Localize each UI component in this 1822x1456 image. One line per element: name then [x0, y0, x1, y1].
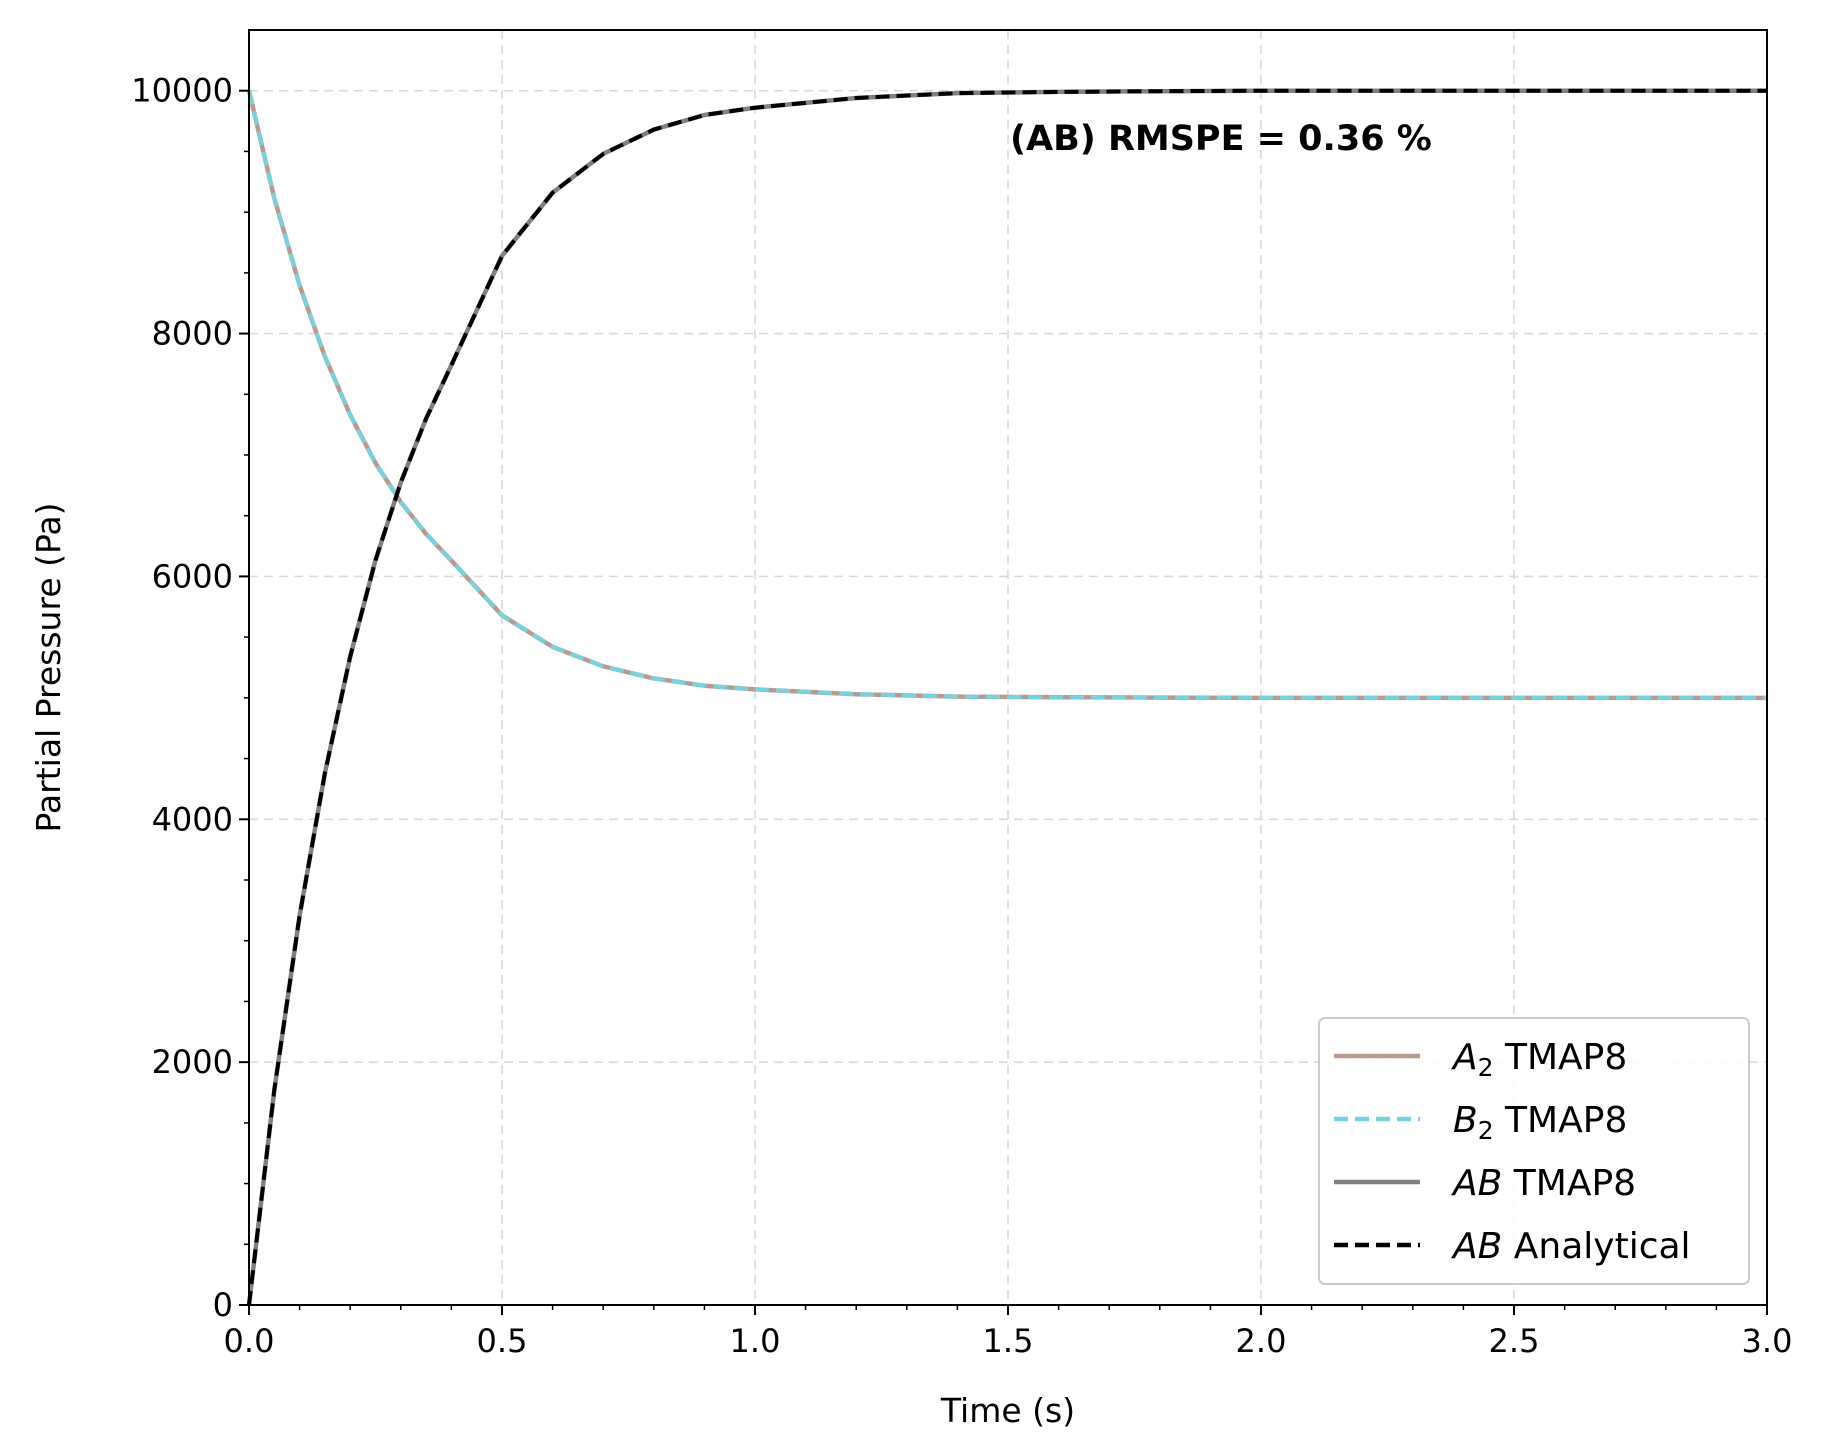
legend-box — [1318, 1017, 1750, 1285]
x-tick-label: 1.5 — [983, 1322, 1034, 1360]
rmspe-annotation: (AB) RMSPE = 0.36 % — [1010, 119, 1432, 159]
axis-ticks: 0.0 0.5 1.0 1.5 2.0 2.5 3.0 0 2000 4000 6000 8000 10… — [131, 72, 1792, 1360]
x-tick-label: 3.0 — [1742, 1322, 1793, 1360]
grid — [249, 30, 1767, 1305]
series-line-4 — [247, 88, 1767, 1306]
series-group — [246, 88, 1767, 1306]
legend-label-2: B2 TMAP8 — [1453, 1100, 1627, 1145]
y-tick-label: 10000 — [131, 72, 233, 110]
x-tick-label: 2.5 — [1489, 1322, 1540, 1360]
series-line-2 — [247, 90, 1767, 700]
x-tick-label: 0.0 — [224, 1322, 275, 1360]
y-tick-label: 6000 — [152, 557, 233, 595]
legend-label-4: AB Analytical — [1451, 1226, 1691, 1267]
legend-label-3: AB TMAP8 — [1451, 1163, 1636, 1204]
x-tick-label: 1.0 — [730, 1322, 781, 1360]
y-tick-label: 2000 — [152, 1043, 233, 1081]
x-axis-label: Time (s) — [940, 1391, 1075, 1430]
legend-label-1: A2 TMAP8 — [1451, 1037, 1627, 1082]
y-tick-label: 0 — [213, 1286, 233, 1324]
legend: A2 TMAP8 B2 TMAP8 AB TMAP8 AB Analytical — [1318, 1017, 1750, 1285]
y-tick-label: 8000 — [152, 315, 233, 353]
y-tick-label: 4000 — [152, 800, 233, 838]
x-tick-label: 2.0 — [1236, 1322, 1287, 1360]
y-axis-label: Partial Pressure (Pa) — [29, 503, 68, 833]
x-tick-label: 0.5 — [477, 1322, 528, 1360]
